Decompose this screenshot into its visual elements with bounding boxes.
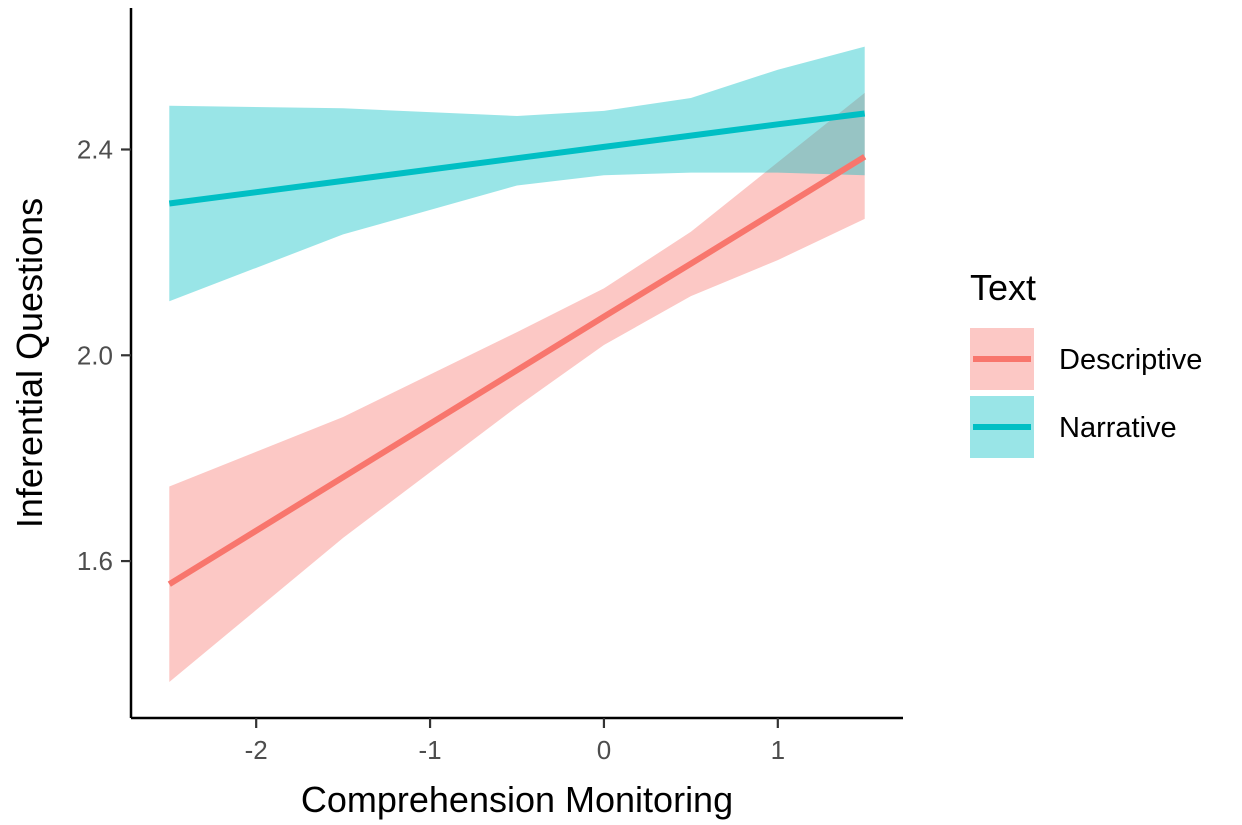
y-axis-title: Inferential Questions [9, 198, 50, 528]
line-narrative [168, 110, 866, 207]
regression-lines [167, 110, 867, 587]
y-tick-label: 2.0 [77, 340, 113, 370]
legend-keys: Descriptive Narrative [970, 328, 1202, 458]
y-tick-label: 1.6 [77, 546, 113, 576]
x-tick-label: 1 [771, 735, 785, 765]
x-tick-label: -2 [245, 735, 268, 765]
axes [129, 8, 903, 720]
line-descriptive [167, 154, 867, 587]
x-axis-title: Comprehension Monitoring [301, 779, 733, 820]
legend-label: Descriptive [1059, 344, 1202, 376]
y-tick-label: 2.4 [77, 134, 113, 164]
x-tick-label: -1 [419, 735, 442, 765]
legend-item-narrative: Narrative [970, 396, 1177, 458]
legend-item-descriptive: Descriptive [970, 328, 1202, 390]
legend-title: Text [970, 267, 1036, 308]
confidence-band-descriptive [169, 92, 865, 682]
legend-label: Narrative [1059, 412, 1177, 444]
confidence-bands [169, 46, 865, 682]
ticks: -2 -1 0 1 1.6 2.0 2.4 [77, 134, 785, 765]
confidence-band-narrative [169, 46, 865, 302]
legend: Text Descriptive Narrative [970, 267, 1202, 458]
x-tick-label: 0 [597, 735, 611, 765]
